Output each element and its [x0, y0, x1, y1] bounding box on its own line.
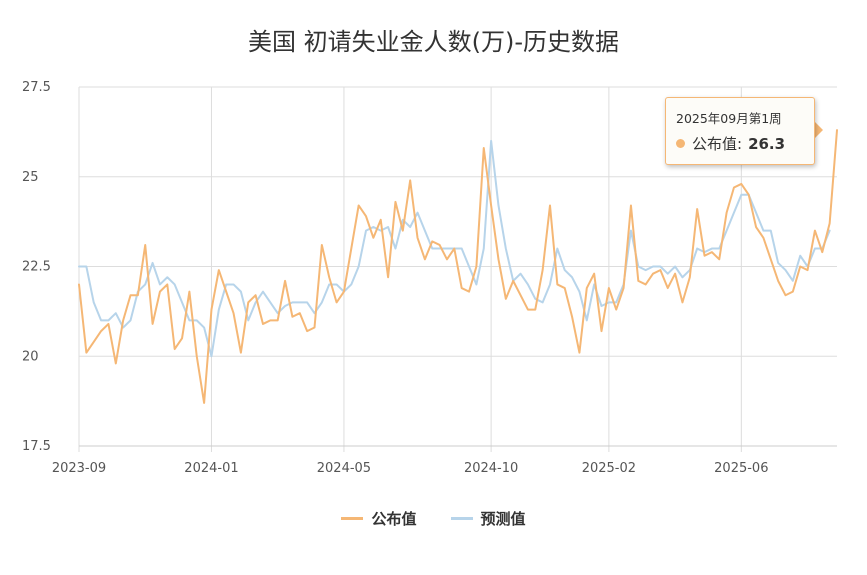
- x-tick-label: 2025-02: [582, 461, 636, 476]
- tooltip-row: 公布值: 26.3: [676, 133, 804, 154]
- chart-title: 美国 初请失业金人数(万)-历史数据: [247, 28, 619, 56]
- x-tick-label: 2024-05: [317, 461, 371, 476]
- tooltip-title: 2025年09月第1周: [676, 111, 782, 126]
- legend-item-forecast[interactable]: 预测值: [450, 508, 526, 529]
- tooltip: 2025年09月第1周 公布值: 26.3: [665, 97, 815, 165]
- legend-swatch-published: [341, 517, 364, 520]
- tooltip-pointer: [813, 120, 823, 140]
- tooltip-series-label: 公布值:: [692, 135, 743, 153]
- legend-label-forecast: 预测值: [480, 510, 526, 528]
- legend-label-published: 公布值: [371, 510, 417, 528]
- legend-item-published[interactable]: 公布值: [341, 508, 417, 529]
- x-tick-label: 2024-10: [464, 461, 518, 476]
- line-chart[interactable]: 17.5 20 22.5 25 27.5 2023-09 2024-01 2024-05 202…: [0, 0, 867, 500]
- tooltip-dot: [676, 139, 685, 148]
- tooltip-value: 26.3: [748, 134, 786, 153]
- y-tick-label: 17.5: [22, 439, 51, 454]
- y-tick-label: 25: [22, 170, 39, 185]
- legend-swatch-forecast: [450, 517, 473, 520]
- series-lines[interactable]: [78, 129, 838, 404]
- y-tick-label: 22.5: [22, 260, 51, 275]
- y-tick-label: 20: [22, 349, 39, 364]
- legend: 公布值 预测值: [0, 508, 867, 529]
- axes: 17.5 20 22.5 25 27.5 2023-09 2024-01 2024-05 202…: [22, 80, 837, 476]
- x-tick-label: 2025-06: [714, 461, 768, 476]
- x-tick-label: 2023-09: [52, 461, 106, 476]
- y-tick-label: 27.5: [22, 80, 51, 95]
- x-tick-label: 2024-01: [184, 461, 238, 476]
- series-line-published[interactable]: [78, 129, 838, 404]
